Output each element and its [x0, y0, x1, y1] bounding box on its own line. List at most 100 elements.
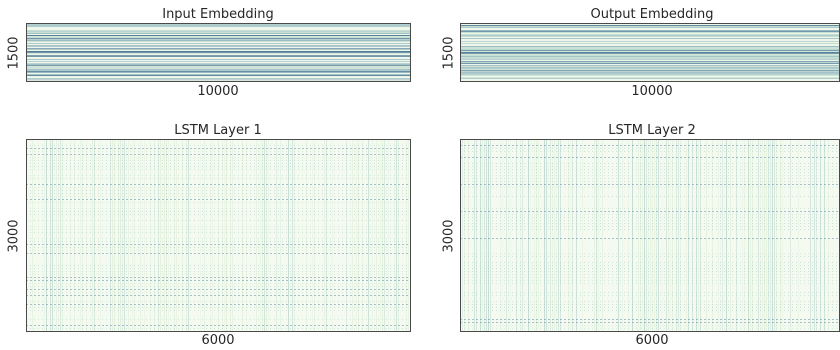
heatmap-row-stripe	[460, 55, 840, 56]
heatmap-row-stripe	[26, 45, 411, 46]
heatmap-row-stripe	[26, 43, 411, 44]
heatmap-row-stripe	[460, 51, 840, 52]
heatmap-column-stripe	[242, 139, 243, 332]
heatmap-column-stripe	[772, 139, 773, 332]
heatmap-row-stripe	[26, 67, 411, 68]
heatmap-column-stripe	[828, 139, 829, 332]
heatmap-row-stripe	[26, 35, 411, 36]
heatmap-row-stripe	[460, 68, 840, 69]
heatmap-column-stripe	[112, 139, 113, 332]
heatmap-column-stripe	[628, 139, 629, 332]
heatmap-column-stripe	[182, 139, 183, 332]
heatmap-column-stripe	[762, 139, 763, 332]
heatmap-row-stripe	[26, 66, 411, 67]
heatmap-row-stripe	[460, 36, 840, 37]
heatmap-column-stripe	[576, 139, 577, 332]
heatmap-column-stripe	[482, 139, 483, 332]
heatmap-column-stripe	[406, 139, 407, 332]
heatmap-column-stripe	[382, 139, 383, 332]
heatmap-column-stripe	[166, 139, 167, 332]
heatmap-column-stripe	[160, 139, 161, 332]
heatmap-row-stripe	[26, 74, 411, 75]
heatmap-row-stripe	[26, 53, 411, 54]
heatmap-column-stripe	[464, 139, 465, 332]
heatmap-column-stripe	[32, 139, 33, 332]
heatmap-column-stripe	[550, 139, 551, 332]
heatmap-column-stripe	[790, 139, 791, 332]
heatmap-column-stripe	[554, 139, 555, 332]
heatmap-column-stripe	[276, 139, 277, 332]
heatmap-column-stripe	[810, 139, 811, 332]
heatmap-column-stripe	[314, 139, 315, 332]
heatmap-row-stripe	[460, 69, 840, 70]
heatmap-column-stripe	[776, 139, 777, 332]
heatmap-row-stripe	[26, 40, 411, 41]
heatmap-column-stripe	[602, 139, 603, 332]
heatmap-column-stripe	[394, 139, 395, 332]
heatmap-column-stripe	[74, 139, 75, 332]
heatmap-row-stripe	[26, 78, 411, 79]
heatmap-column-stripe	[204, 139, 205, 332]
heatmap-row-stripe	[460, 57, 840, 58]
heatmap-row-stripe	[460, 59, 840, 60]
heatmap-row-stripe	[460, 30, 840, 31]
heatmap-column-stripe	[730, 139, 731, 332]
heatmap-column-stripe	[50, 139, 51, 332]
heatmap-row-stripe	[26, 46, 411, 47]
heatmap-column-stripe	[594, 139, 595, 332]
heatmap-row-stripe	[26, 56, 411, 57]
chart-title: Output Embedding	[590, 7, 714, 22]
heatmap-column-stripe	[598, 139, 599, 332]
heatmap-column-stripe	[500, 139, 501, 332]
heatmap-row-stripe	[26, 37, 411, 38]
heatmap-column-stripe	[264, 139, 265, 332]
heatmap-row-stripe	[26, 32, 411, 33]
heatmap-column-stripe	[398, 139, 399, 332]
y-axis-label: 1500	[6, 36, 22, 70]
heatmap-column-stripe	[696, 139, 697, 332]
heatmap-column-stripe	[666, 139, 667, 332]
heatmap-row-stripe	[460, 77, 840, 78]
heatmap-column-stripe	[722, 139, 723, 332]
chart-title: LSTM Layer 1	[174, 123, 262, 138]
heatmap-row-stripe	[460, 78, 840, 79]
heatmap-row-stripe	[460, 43, 840, 44]
heatmap-row-stripe	[460, 73, 840, 74]
heatmap-plot	[460, 23, 840, 82]
heatmap-column-stripe	[520, 139, 521, 332]
heatmap-column-stripe	[568, 139, 569, 332]
heatmap-row-stripe	[460, 31, 840, 32]
heatmap-row-stripe	[26, 70, 411, 71]
heatmap-column-stripe	[656, 139, 657, 332]
x-axis-label: 6000	[635, 333, 669, 348]
heatmap-column-stripe	[150, 139, 151, 332]
heatmap-row-stripe	[460, 66, 840, 67]
heatmap-column-stripe	[384, 139, 385, 332]
heatmap-column-stripe	[766, 139, 767, 332]
heatmap-column-stripe	[222, 139, 223, 332]
heatmap-column-stripe	[658, 139, 659, 332]
heatmap-column-stripe	[688, 139, 689, 332]
heatmap-column-stripe	[622, 139, 623, 332]
heatmap-column-stripe	[46, 139, 47, 332]
heatmap-column-stripe	[552, 139, 553, 332]
heatmap-column-stripe	[358, 139, 359, 332]
heatmap-row-stripe	[26, 63, 411, 64]
heatmap-row-stripe	[26, 79, 411, 80]
heatmap-column-stripe	[158, 139, 159, 332]
heatmap-row-stripe	[460, 48, 840, 49]
heatmap-column-stripe	[680, 139, 681, 332]
heatmap-row-stripe	[26, 49, 411, 50]
heatmap-row-stripe	[26, 65, 411, 66]
heatmap-column-stripe	[782, 139, 783, 332]
heatmap-column-stripe	[388, 139, 389, 332]
heatmap-column-stripe	[268, 139, 269, 332]
heatmap-row-stripe	[26, 59, 411, 60]
heatmap-column-stripe	[544, 139, 545, 332]
heatmap-column-stripe	[210, 139, 211, 332]
heatmap-column-stripe	[642, 139, 643, 332]
heatmap-column-stripe	[570, 139, 571, 332]
plot-frame	[26, 139, 411, 332]
heatmap-row-stripe	[460, 50, 840, 51]
heatmap-column-stripe	[246, 139, 247, 332]
